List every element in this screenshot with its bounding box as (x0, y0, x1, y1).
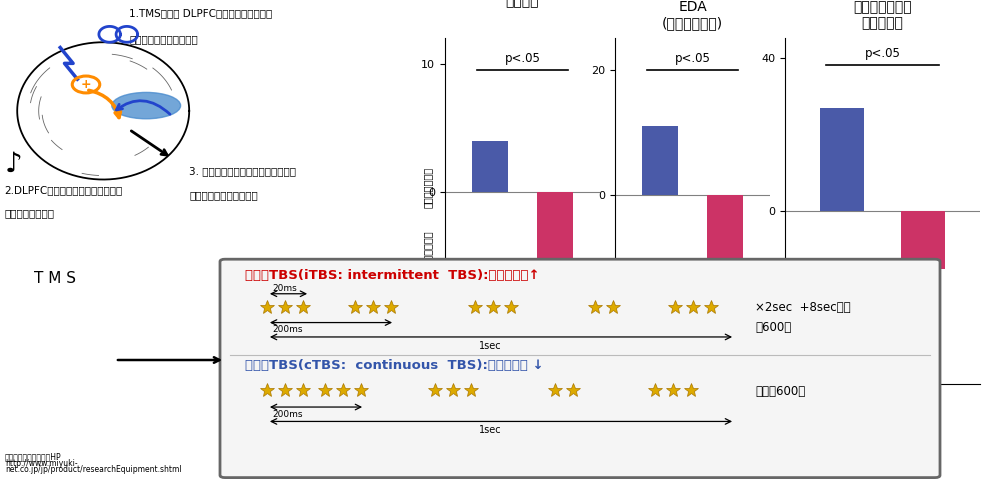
Text: 1sec: 1sec (479, 425, 501, 435)
Text: +: + (81, 78, 91, 91)
Text: p<.05: p<.05 (675, 52, 710, 65)
Title: EDA
(皮膚電気活動): EDA (皮膚電気活動) (662, 0, 723, 30)
Text: 200ms: 200ms (272, 325, 302, 335)
Bar (820, 108, 864, 211)
Text: の神経回路の変化: の神経回路の変化 (4, 208, 54, 218)
Text: をターゲットとした射激: をターゲットとした射激 (129, 35, 198, 44)
Text: net.co.jp/jp/product/researchEquipment.shtml: net.co.jp/jp/product/researchEquipment.s… (5, 465, 182, 474)
Text: 1sec: 1sec (479, 341, 501, 351)
Text: 持続的TBS(cTBS:  continuous  TBS):脳の興奮性 ↓: 持続的TBS(cTBS: continuous TBS):脳の興奮性 ↓ (245, 359, 544, 372)
Bar (707, 195, 743, 309)
Text: ×2sec  +8sec休止: ×2sec +8sec休止 (755, 300, 851, 314)
Bar (901, 211, 945, 269)
Text: 3. 音楽に対する（購買）動機の変化: 3. 音楽に対する（購買）動機の変化 (189, 167, 296, 176)
Text: 1.TMSによる DLPFC（背外側前頭前野）: 1.TMSによる DLPFC（背外側前頭前野） (129, 8, 272, 18)
FancyBboxPatch shape (220, 259, 940, 478)
Bar (642, 126, 678, 195)
Text: p<.05: p<.05 (865, 47, 900, 60)
Title: 音楽を㛋うのに
払った金額: 音楽を㛋うのに 払った金額 (853, 0, 912, 30)
Text: を600回: を600回 (755, 321, 791, 334)
Bar (537, 192, 573, 288)
Text: ♪: ♪ (4, 150, 22, 178)
Text: 間欠的TBS(iTBS: intermittent  TBS):脳の興奮性↑: 間欠的TBS(iTBS: intermittent TBS):脳の興奮性↑ (245, 269, 540, 282)
Text: 2.DLPFCと線条体（尾状核＋被核）: 2.DLPFCと線条体（尾状核＋被核） (4, 185, 123, 195)
Text: 20ms: 20ms (272, 285, 297, 293)
Title: 快感得点: 快感得点 (506, 0, 539, 8)
Text: 刷激（シャム）: 刷激（シャム） (422, 167, 432, 208)
Text: 200ms: 200ms (272, 410, 302, 419)
Text: ［出所］ミユキ技研社HP: ［出所］ミユキ技研社HP (5, 453, 62, 462)
Ellipse shape (112, 93, 181, 119)
Bar (472, 141, 508, 192)
Text: 連続で600回: 連続で600回 (755, 384, 805, 398)
Text: 刷激に対する変化（％）: 刷激に対する変化（％） (422, 230, 432, 295)
Text: 音楽に対する快感の変化: 音楽に対する快感の変化 (189, 190, 258, 200)
Text: T M S: T M S (34, 271, 76, 286)
Text: p<.05: p<.05 (505, 52, 540, 65)
Text: http://www.miyuki-: http://www.miyuki- (5, 459, 78, 468)
